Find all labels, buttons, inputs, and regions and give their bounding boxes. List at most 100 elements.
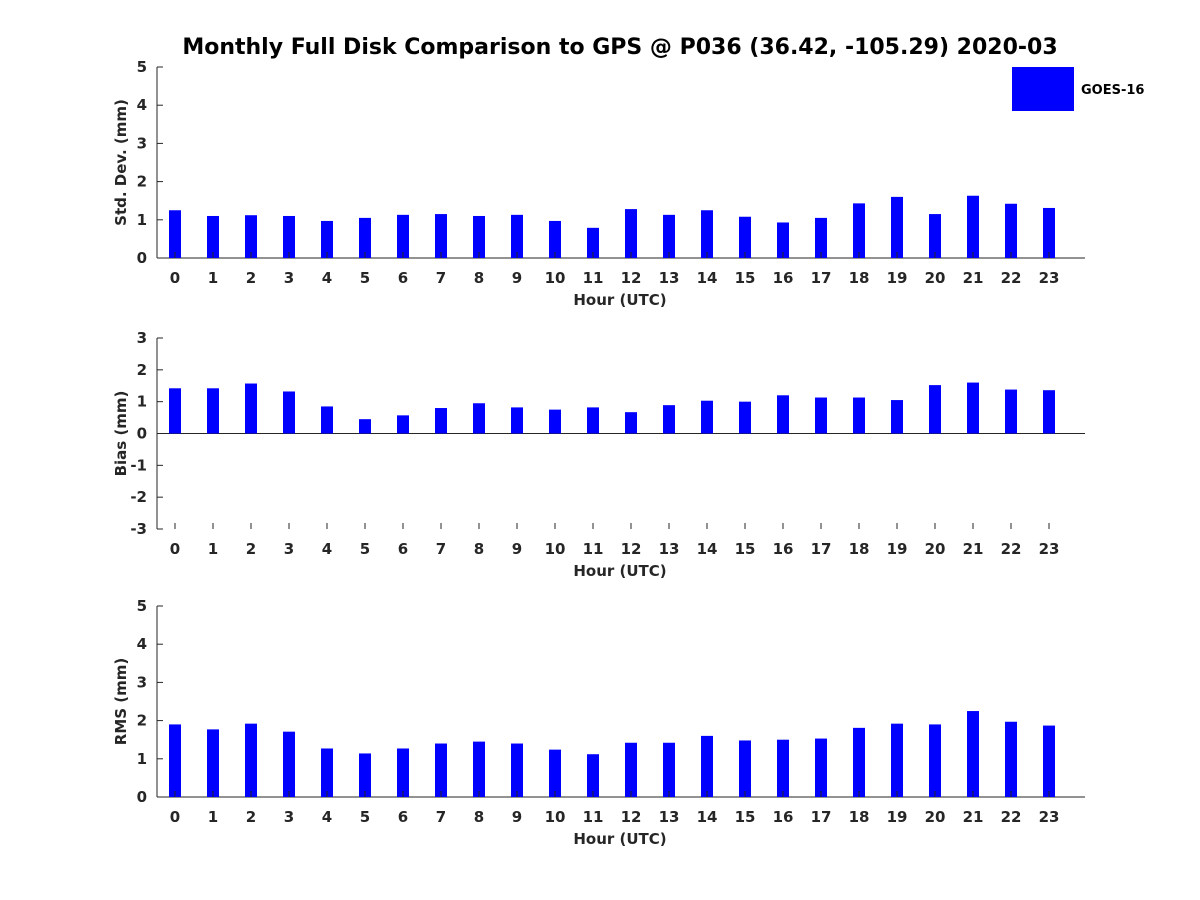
bias-xtick-label: 12 <box>621 540 642 558</box>
bias-xtick-label: 1 <box>208 540 218 558</box>
rms-xtick-label: 4 <box>322 808 332 826</box>
stddev-xlabel: Hour (UTC) <box>573 291 666 309</box>
rms-ytick-label: 5 <box>137 597 147 615</box>
stddev-ytick-label: 0 <box>137 249 147 267</box>
bias-xtick-label: 4 <box>322 540 332 558</box>
rms-bar <box>891 723 903 797</box>
bias-xtick-label: 9 <box>512 540 522 558</box>
bias-xtick-label: 13 <box>659 540 680 558</box>
bias-bar <box>473 403 485 434</box>
stddev-bar <box>587 227 599 258</box>
rms-xtick-label: 16 <box>773 808 794 826</box>
bias-xlabel: Hour (UTC) <box>573 562 666 580</box>
stddev-bar <box>967 195 979 258</box>
stddev-bar <box>891 196 903 258</box>
stddev-xtick-label: 4 <box>322 269 332 287</box>
stddev-bar <box>169 210 181 258</box>
rms-xtick-label: 15 <box>735 808 756 826</box>
bias-bar <box>321 406 333 434</box>
rms-xtick-label: 2 <box>246 808 256 826</box>
rms-bar <box>853 727 865 797</box>
rms-xlabel: Hour (UTC) <box>573 830 666 848</box>
rms-bar <box>435 743 447 797</box>
bias-bar <box>625 412 637 434</box>
bias-ytick-label: 0 <box>137 425 147 443</box>
rms-bar <box>473 741 485 797</box>
stddev-xtick-label: 5 <box>360 269 370 287</box>
stddev-xtick-label: 6 <box>398 269 408 287</box>
rms-ytick-label: 0 <box>137 788 147 806</box>
bias-xtick-label: 7 <box>436 540 446 558</box>
rms-xtick-label: 6 <box>398 808 408 826</box>
stddev-xtick-label: 11 <box>583 269 604 287</box>
bias-ytick-label: 2 <box>137 361 147 379</box>
stddev-xtick-label: 8 <box>474 269 484 287</box>
stddev-bar <box>321 220 333 258</box>
bias-bar <box>587 407 599 434</box>
bias-bar <box>511 407 523 434</box>
bias-xtick-label: 2 <box>246 540 256 558</box>
rms-bar <box>625 742 637 797</box>
stddev-bar <box>701 210 713 258</box>
stddev-bar <box>435 214 447 258</box>
stddev-xtick-label: 19 <box>887 269 908 287</box>
rms-bar <box>777 739 789 797</box>
bias-xtick-label: 0 <box>170 540 180 558</box>
rms-ytick-label: 1 <box>137 750 147 768</box>
stddev-bar <box>777 222 789 258</box>
rms-bar <box>549 749 561 797</box>
stddev-xtick-label: 23 <box>1039 269 1060 287</box>
stddev-xtick-label: 18 <box>849 269 870 287</box>
bias-bar <box>435 408 447 434</box>
stddev-xtick-label: 14 <box>697 269 718 287</box>
bias-xtick-label: 15 <box>735 540 756 558</box>
stddev-bar <box>511 214 523 258</box>
bias-ytick-label: 3 <box>137 329 147 347</box>
stddev-xtick-label: 20 <box>925 269 946 287</box>
stddev-xtick-label: 1 <box>208 269 218 287</box>
rms-bar <box>1005 721 1017 797</box>
bias-xtick-label: 22 <box>1001 540 1022 558</box>
bias-bar <box>777 395 789 434</box>
rms-xtick-label: 12 <box>621 808 642 826</box>
bias-ytick-label: -2 <box>130 488 147 506</box>
stddev-xtick-label: 10 <box>545 269 566 287</box>
bias-bar <box>283 391 295 434</box>
bias-xtick-label: 19 <box>887 540 908 558</box>
bias-xtick-label: 6 <box>398 540 408 558</box>
rms-xtick-label: 5 <box>360 808 370 826</box>
stddev-bar <box>245 215 257 258</box>
bias-bar <box>1005 389 1017 434</box>
bias-bar <box>359 419 371 434</box>
rms-xtick-label: 18 <box>849 808 870 826</box>
rms-ytick-label: 3 <box>137 673 147 691</box>
stddev-bar <box>1043 207 1055 258</box>
bias-ylabel: Bias (mm) <box>112 391 130 477</box>
stddev-bar <box>207 215 219 258</box>
stddev-xtick-label: 17 <box>811 269 832 287</box>
rms-bar <box>815 738 827 797</box>
rms-xtick-label: 8 <box>474 808 484 826</box>
bias-bar <box>1043 390 1055 434</box>
bias-xtick-label: 3 <box>284 540 294 558</box>
legend: GOES-16 <box>1012 67 1144 111</box>
rms-xtick-label: 9 <box>512 808 522 826</box>
stddev-bar <box>1005 203 1017 258</box>
bias-xtick-label: 14 <box>697 540 718 558</box>
rms-xtick-label: 10 <box>545 808 566 826</box>
bias-xtick-label: 10 <box>545 540 566 558</box>
bias-bar <box>739 401 751 434</box>
bias-bar <box>929 385 941 434</box>
stddev-xtick-label: 16 <box>773 269 794 287</box>
rms-xtick-label: 3 <box>284 808 294 826</box>
stddev-xtick-label: 13 <box>659 269 680 287</box>
stddev-xtick-label: 12 <box>621 269 642 287</box>
bias-xtick-label: 18 <box>849 540 870 558</box>
stddev-xtick-label: 21 <box>963 269 984 287</box>
rms-xtick-label: 14 <box>697 808 718 826</box>
stddev-ytick-label: 1 <box>137 211 147 229</box>
rms-xtick-label: 17 <box>811 808 832 826</box>
